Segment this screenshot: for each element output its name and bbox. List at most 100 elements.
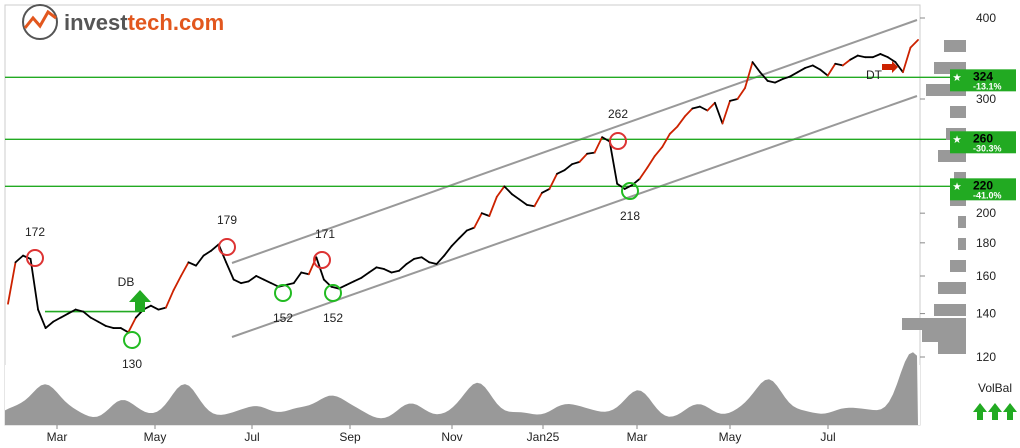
volume-label: VolBal xyxy=(978,381,1012,395)
price-segment xyxy=(804,64,814,69)
price-segment xyxy=(871,53,882,59)
price-segment xyxy=(119,327,130,334)
x-tick-label: Jul xyxy=(244,430,259,444)
price-segment xyxy=(353,276,363,283)
price-segment xyxy=(796,67,807,74)
up-arrow-icon xyxy=(1003,403,1017,420)
price-segment xyxy=(29,258,39,311)
price-segment xyxy=(330,285,340,290)
price-segment xyxy=(834,62,844,67)
level-tag-value: 260 xyxy=(973,131,993,145)
x-axis: Mar May Jul Sep Nov Jan25 Mar May Jul xyxy=(47,425,836,444)
signal-label: DB xyxy=(118,275,135,289)
price-segment xyxy=(59,312,70,319)
price-segment xyxy=(413,256,423,260)
price-segment xyxy=(480,212,491,217)
price-segment xyxy=(255,275,265,281)
price-segment xyxy=(375,266,385,270)
channel-lower-line xyxy=(231,95,918,338)
price-segment xyxy=(699,105,709,112)
volume-profile-bar xyxy=(958,216,966,228)
price-segment xyxy=(789,71,799,78)
price-segment xyxy=(729,98,739,102)
price-segment xyxy=(526,203,536,208)
price-segment xyxy=(89,316,100,323)
price-segment xyxy=(608,140,619,185)
price-segment xyxy=(7,261,17,305)
x-tick-label: Mar xyxy=(627,430,648,444)
price-segment xyxy=(420,256,431,264)
price-segment xyxy=(826,62,837,77)
level-tag-value: 324 xyxy=(973,69,993,83)
price-segment xyxy=(714,101,724,125)
price-segment xyxy=(909,39,919,49)
price-segment xyxy=(104,325,115,329)
support-resistance-lines xyxy=(5,76,950,313)
price-segment xyxy=(195,254,205,267)
level-tag xyxy=(950,131,1016,154)
x-tick-label: May xyxy=(719,430,742,444)
price-segment xyxy=(232,278,243,285)
price-segment xyxy=(766,79,777,84)
bottom-marker-label: 152 xyxy=(273,311,293,325)
price-segment xyxy=(736,87,746,100)
x-tick-label: Jan25 xyxy=(527,430,560,444)
y-tick-label: 300 xyxy=(976,92,996,106)
volume-profile-bar xyxy=(922,330,966,342)
price-segment xyxy=(458,229,468,240)
brand-logo: investtech.com xyxy=(22,4,224,40)
level-tag-value: 220 xyxy=(973,178,993,192)
price-segment xyxy=(210,243,220,252)
price-segment xyxy=(593,136,604,154)
price-segment xyxy=(405,258,416,265)
buy-signal-arrow-icon xyxy=(129,290,151,312)
level-tag-percent: -30.3% xyxy=(973,143,1002,153)
price-segment xyxy=(902,46,912,74)
price-segment xyxy=(841,58,852,67)
price-segment xyxy=(300,271,310,276)
price-segment xyxy=(541,188,551,194)
y-tick-label: 160 xyxy=(976,269,996,283)
price-segment xyxy=(751,61,761,74)
price-segment xyxy=(563,163,573,172)
price-segment xyxy=(668,125,679,135)
price-segment xyxy=(292,271,303,285)
logo-mark-icon xyxy=(22,4,58,40)
bottom-marker-circle xyxy=(324,284,342,302)
svg-text:investtech.com: investtech.com xyxy=(64,10,224,35)
x-tick-label: Nov xyxy=(441,430,462,444)
price-segment xyxy=(225,261,235,281)
price-segment xyxy=(586,151,596,155)
price-segment xyxy=(518,198,528,206)
price-segment xyxy=(97,320,107,327)
bottom-marker-circle xyxy=(621,182,639,200)
price-segment xyxy=(149,304,160,311)
top-marker-circle xyxy=(313,251,331,269)
x-tick-label: Jul xyxy=(820,430,835,444)
volume-profile-bar xyxy=(938,342,966,354)
annotations: 172 179 171 262 130 152 152 218 DB DT xyxy=(25,61,898,371)
volume-profile-bar xyxy=(944,40,966,52)
price-segment xyxy=(180,261,190,277)
logo-mark-line xyxy=(23,9,57,29)
price-segment xyxy=(398,263,408,272)
volume-fill xyxy=(5,352,918,425)
price-segment xyxy=(661,133,671,148)
price-segment xyxy=(811,64,822,71)
price-segment xyxy=(473,212,483,229)
price-segment xyxy=(383,268,393,274)
price-segment xyxy=(240,280,250,285)
level-tag xyxy=(950,69,1016,92)
price-segment xyxy=(849,54,859,61)
price-segment xyxy=(44,320,55,329)
price-segment xyxy=(571,160,581,166)
price-segment xyxy=(187,261,197,267)
trend-channel xyxy=(231,19,918,338)
price-segment xyxy=(894,61,904,74)
price-segment xyxy=(247,275,258,283)
level-tags: 324-13.1% ★ 260-30.3% ★ 220-41.0% ★ xyxy=(950,69,1016,201)
price-segment xyxy=(165,289,175,309)
brand-part2: tech.com xyxy=(128,10,225,35)
price-segment xyxy=(74,308,85,313)
price-segment xyxy=(676,115,686,128)
